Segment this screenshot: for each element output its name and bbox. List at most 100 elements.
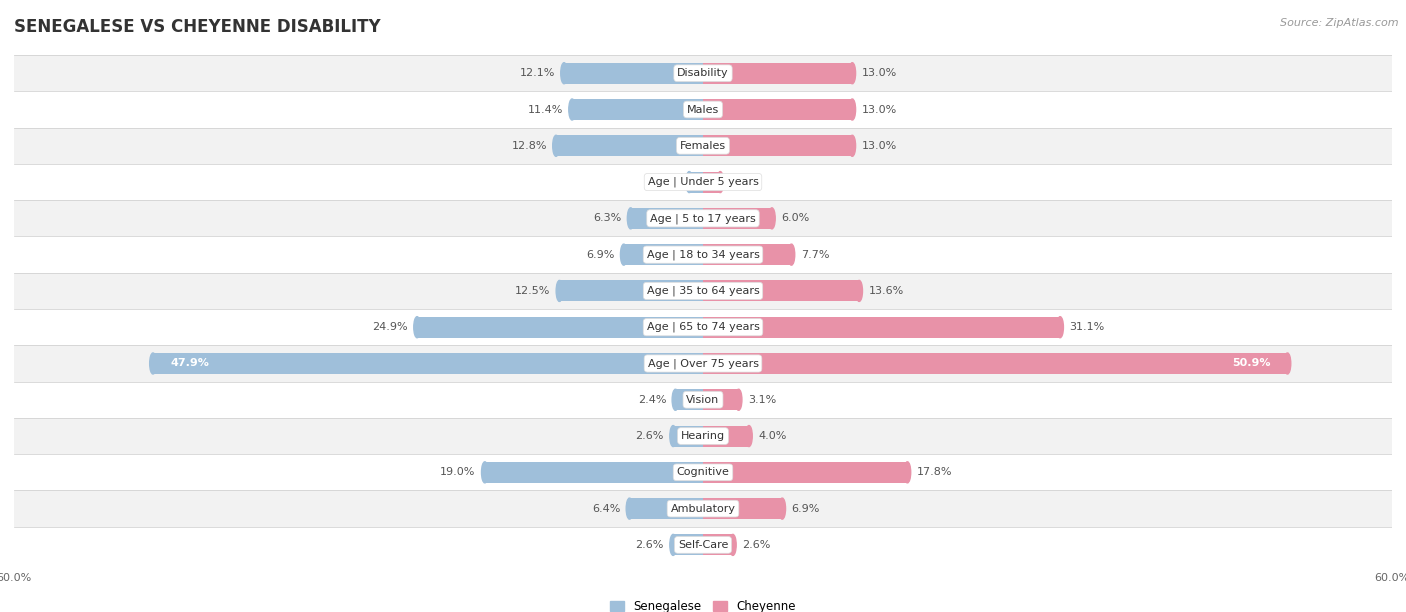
Text: Self-Care: Self-Care (678, 540, 728, 550)
Circle shape (481, 462, 488, 483)
Bar (14, 418, 1392, 454)
Circle shape (735, 389, 742, 410)
Bar (703, 534, 733, 556)
Bar (630, 498, 703, 519)
Text: 2.6%: 2.6% (742, 540, 770, 550)
Bar (689, 171, 703, 193)
Bar (14, 164, 1392, 200)
Text: 6.3%: 6.3% (593, 214, 621, 223)
Bar (673, 425, 703, 447)
Bar (485, 462, 703, 483)
Bar (624, 244, 703, 265)
Bar (703, 462, 907, 483)
Bar (703, 316, 1060, 338)
Text: 24.9%: 24.9% (373, 322, 408, 332)
Bar (14, 382, 1392, 418)
Circle shape (856, 280, 862, 302)
Bar (703, 280, 859, 302)
Bar (14, 236, 1392, 273)
Bar (675, 389, 703, 410)
Circle shape (672, 389, 679, 410)
Text: 12.8%: 12.8% (512, 141, 547, 151)
Bar (14, 91, 1392, 128)
Circle shape (413, 316, 420, 338)
Text: 31.1%: 31.1% (1070, 322, 1105, 332)
Text: Age | 5 to 17 years: Age | 5 to 17 years (650, 213, 756, 223)
Text: 12.5%: 12.5% (515, 286, 550, 296)
Circle shape (557, 280, 562, 302)
Circle shape (769, 208, 775, 229)
Bar (703, 425, 749, 447)
Text: Females: Females (681, 141, 725, 151)
Bar (14, 309, 1392, 345)
Text: 7.7%: 7.7% (800, 250, 830, 259)
Circle shape (849, 99, 856, 120)
Text: 13.0%: 13.0% (862, 105, 897, 114)
Bar (564, 62, 703, 84)
Circle shape (1057, 316, 1063, 338)
Circle shape (149, 353, 156, 374)
Text: 13.0%: 13.0% (862, 68, 897, 78)
Circle shape (849, 62, 856, 84)
Text: Disability: Disability (678, 68, 728, 78)
Circle shape (669, 425, 676, 447)
Circle shape (1284, 353, 1291, 374)
Text: 13.0%: 13.0% (862, 141, 897, 151)
Bar (703, 135, 852, 156)
Text: 1.2%: 1.2% (651, 177, 681, 187)
Text: Males: Males (688, 105, 718, 114)
Text: 13.6%: 13.6% (869, 286, 904, 296)
Bar (560, 280, 703, 302)
Bar (703, 62, 852, 84)
Text: 2.4%: 2.4% (638, 395, 666, 405)
Text: 2.6%: 2.6% (636, 431, 664, 441)
Text: Vision: Vision (686, 395, 720, 405)
Text: Age | 65 to 74 years: Age | 65 to 74 years (647, 322, 759, 332)
Text: 6.0%: 6.0% (782, 214, 810, 223)
Bar (703, 353, 1288, 374)
Text: 19.0%: 19.0% (440, 468, 475, 477)
Bar (14, 128, 1392, 164)
Bar (673, 534, 703, 556)
Bar (631, 208, 703, 229)
Text: 17.8%: 17.8% (917, 468, 952, 477)
Text: 47.9%: 47.9% (170, 359, 209, 368)
Bar (14, 490, 1392, 527)
Text: Age | 35 to 64 years: Age | 35 to 64 years (647, 286, 759, 296)
Legend: Senegalese, Cheyenne: Senegalese, Cheyenne (605, 595, 801, 612)
Circle shape (553, 135, 560, 156)
Bar (14, 273, 1392, 309)
Text: Cognitive: Cognitive (676, 468, 730, 477)
Text: Source: ZipAtlas.com: Source: ZipAtlas.com (1281, 18, 1399, 28)
Text: Hearing: Hearing (681, 431, 725, 441)
Circle shape (730, 534, 737, 556)
Circle shape (627, 208, 634, 229)
Circle shape (620, 244, 627, 265)
Text: 6.9%: 6.9% (792, 504, 820, 513)
Bar (14, 454, 1392, 490)
Text: 4.0%: 4.0% (758, 431, 786, 441)
Bar (14, 527, 1392, 563)
Bar (555, 135, 703, 156)
Bar (703, 208, 772, 229)
Text: Age | Over 75 years: Age | Over 75 years (648, 358, 758, 369)
Bar (572, 99, 703, 120)
Bar (14, 55, 1392, 91)
Circle shape (789, 244, 794, 265)
Circle shape (569, 99, 575, 120)
Circle shape (686, 171, 693, 193)
Text: Age | 18 to 34 years: Age | 18 to 34 years (647, 249, 759, 260)
Circle shape (779, 498, 786, 519)
Text: 6.9%: 6.9% (586, 250, 614, 259)
Text: 12.1%: 12.1% (519, 68, 555, 78)
Text: 3.1%: 3.1% (748, 395, 776, 405)
Circle shape (626, 498, 633, 519)
Circle shape (717, 171, 724, 193)
Text: 50.9%: 50.9% (1232, 359, 1270, 368)
Bar (153, 353, 703, 374)
Bar (418, 316, 703, 338)
Text: 11.4%: 11.4% (527, 105, 562, 114)
Circle shape (745, 425, 752, 447)
Text: 2.6%: 2.6% (636, 540, 664, 550)
Text: Ambulatory: Ambulatory (671, 504, 735, 513)
